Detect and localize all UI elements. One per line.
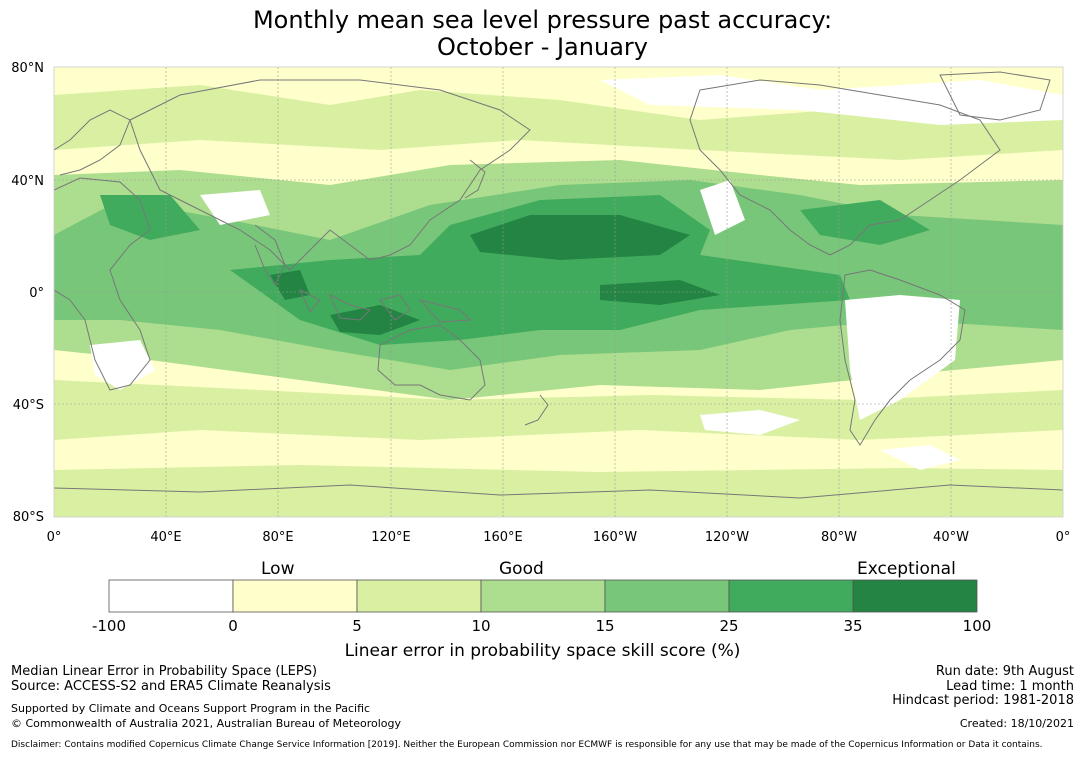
lat-label: 80°N xyxy=(11,61,44,76)
lon-label: 0° xyxy=(47,530,62,545)
lon-label: 0° xyxy=(1056,530,1071,545)
colorbar-tick-label: 100 xyxy=(962,617,992,635)
lon-label: 40°W xyxy=(933,530,969,545)
legend-category-low: Low xyxy=(261,559,295,579)
lat-label: 0° xyxy=(29,286,44,301)
colorbar-tick-label: 10 xyxy=(471,617,491,635)
colorbar-tick-label: -100 xyxy=(91,617,127,635)
footer-lead-time: Lead time: 1 month xyxy=(946,679,1074,694)
footer-hindcast: Hindcast period: 1981-2018 xyxy=(892,693,1074,708)
colorbar-swatch xyxy=(852,579,978,613)
colorbar-swatch xyxy=(728,579,854,613)
skill-field xyxy=(54,67,1063,517)
lat-label: 40°N xyxy=(11,174,44,189)
colorbar-swatch xyxy=(356,579,482,613)
map-frame xyxy=(53,66,1064,518)
lon-label: 120°W xyxy=(705,530,749,545)
footer-support: Supported by Climate and Oceans Support … xyxy=(11,702,371,715)
colorbar-axis-title: Linear error in probability space skill … xyxy=(344,641,741,661)
lat-label: 40°S xyxy=(13,398,44,413)
graticule xyxy=(54,67,1063,517)
legend-category-good: Good xyxy=(499,559,544,579)
lon-label: 40°E xyxy=(150,530,181,545)
footer-disclaimer: Disclaimer: Contains modified Copernicus… xyxy=(11,740,1043,750)
lon-label: 160°E xyxy=(483,530,523,545)
chart-title-line1: Monthly mean sea level pressure past acc… xyxy=(252,6,833,34)
colorbar-swatch xyxy=(480,579,606,613)
colorbar-tick-label: 35 xyxy=(843,617,863,635)
legend-category-exceptional: Exceptional xyxy=(857,559,956,579)
footer-copyright: © Commonwealth of Australia 2021, Austra… xyxy=(11,717,401,730)
colorbar-tick-label: 15 xyxy=(595,617,615,635)
lon-label: 160°W xyxy=(593,530,637,545)
footer-created: Created: 18/10/2021 xyxy=(959,717,1074,730)
lon-label: 120°E xyxy=(371,530,411,545)
lat-label: 80°S xyxy=(13,510,44,525)
colorbar-tick-label: 25 xyxy=(719,617,739,635)
lon-label: 80°E xyxy=(262,530,293,545)
colorbar xyxy=(108,579,978,613)
lon-labels: 0° 40°E 80°E 120°E 160°E 160°W 120°W 80°… xyxy=(47,530,1071,545)
field-band-35-100 xyxy=(270,215,720,335)
field-band-5-10 xyxy=(54,85,1063,517)
colorbar-swatch xyxy=(108,579,234,613)
footer-source: Source: ACCESS-S2 and ERA5 Climate Reana… xyxy=(11,679,331,694)
chart-title-line2: October - January xyxy=(437,33,648,61)
lat-labels: 80°N 40°N 0° 40°S 80°S xyxy=(11,61,44,525)
lon-label: 80°W xyxy=(821,530,857,545)
coastlines xyxy=(54,71,1063,499)
footer-run-date: Run date: 9th August xyxy=(935,664,1074,679)
colorbar-swatch xyxy=(604,579,730,613)
colorbar-tick-label: 5 xyxy=(352,617,362,635)
colorbar-swatch xyxy=(232,579,358,613)
colorbar-tick-label: 0 xyxy=(228,617,238,635)
footer-leps: Median Linear Error in Probability Space… xyxy=(11,664,318,679)
